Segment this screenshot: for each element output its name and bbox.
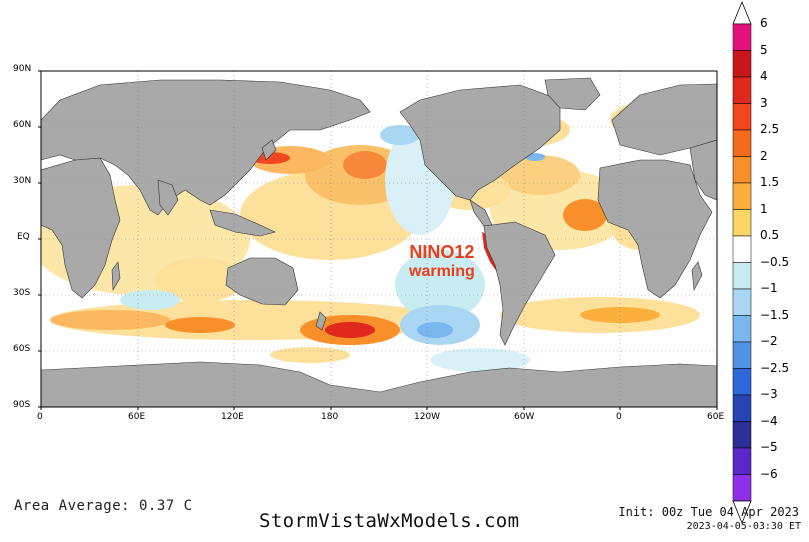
colorbar-label: 1 bbox=[760, 201, 768, 216]
colorbar bbox=[732, 0, 752, 525]
colorbar-swatch bbox=[732, 103, 752, 131]
lat-lon-grid bbox=[41, 71, 717, 407]
colorbar-swatch bbox=[732, 235, 752, 263]
lon-label-120e: 120E bbox=[221, 412, 244, 422]
colorbar-swatch bbox=[732, 447, 752, 475]
lon-label-60e: 60E bbox=[128, 412, 146, 422]
colorbar-label: −0.5 bbox=[760, 254, 790, 269]
lat-label-30n: 30N bbox=[13, 176, 32, 186]
colorbar-label: 5 bbox=[760, 42, 768, 57]
valid-time-text: 2023-04-05-03:30 ET bbox=[686, 521, 801, 532]
cool-anomaly-fields bbox=[120, 125, 545, 372]
colorbar-swatch bbox=[732, 288, 752, 316]
colorbar-label: −6 bbox=[760, 466, 778, 481]
lon-label-60w: 60W bbox=[514, 412, 535, 422]
colorbar-swatch bbox=[732, 50, 752, 78]
colorbar-swatch bbox=[732, 129, 752, 157]
colorbar-swatch bbox=[732, 341, 752, 369]
lon-label-0: 0 bbox=[37, 412, 43, 422]
colorbar-swatch bbox=[732, 394, 752, 422]
colorbar-bottom-arrow bbox=[732, 500, 752, 525]
colorbar-label: −1.5 bbox=[760, 307, 790, 322]
init-time-text: Init: 00z Tue 04 Apr 2023 bbox=[618, 505, 799, 519]
colorbar-swatch bbox=[732, 76, 752, 104]
axis-ticks bbox=[38, 70, 718, 410]
colorbar-swatch bbox=[732, 421, 752, 449]
colorbar-swatch bbox=[732, 262, 752, 290]
area-average-text: Area Average: 0.37 C bbox=[14, 498, 193, 514]
lon-label-180: 180 bbox=[321, 412, 339, 422]
colorbar-swatch bbox=[732, 23, 752, 51]
colorbar-label: 3 bbox=[760, 95, 768, 110]
colorbar-label: 2.5 bbox=[760, 122, 780, 136]
lat-label-60n: 60N bbox=[13, 120, 32, 130]
nino12-annotation: NINO12 warming bbox=[409, 242, 475, 280]
colorbar-swatch bbox=[732, 315, 752, 343]
colorbar-label: 1.5 bbox=[760, 175, 780, 189]
colorbar-label: 2 bbox=[760, 148, 768, 163]
colorbar-label: −2.5 bbox=[760, 360, 790, 375]
lat-label-90s: 90S bbox=[13, 400, 31, 410]
colorbar-swatch bbox=[732, 156, 752, 184]
colorbar-label: 4 bbox=[760, 69, 768, 83]
lat-label-60s: 60S bbox=[13, 344, 31, 354]
colorbar-label: −3 bbox=[760, 387, 778, 401]
continents bbox=[41, 77, 717, 346]
lat-label-eq: EQ bbox=[17, 232, 30, 242]
colorbar-label: 0.5 bbox=[760, 228, 780, 242]
colorbar-label: −1 bbox=[760, 281, 778, 295]
brand-watermark: StormVistaWxModels.com bbox=[259, 510, 520, 532]
colorbar-swatch bbox=[732, 209, 752, 237]
colorbar-label: −5 bbox=[760, 440, 778, 454]
annotation-line-1: NINO12 bbox=[409, 242, 475, 262]
colorbar-top-arrow bbox=[732, 0, 752, 25]
lat-label-30s: 30S bbox=[13, 288, 31, 298]
colorbar-label: −4 bbox=[760, 413, 778, 428]
antarctica-landmass bbox=[41, 361, 717, 407]
lon-label-120w: 120W bbox=[414, 412, 441, 422]
colorbar-label: −2 bbox=[760, 334, 778, 348]
colorbar-swatch bbox=[732, 368, 752, 396]
colorbar-swatch bbox=[732, 182, 752, 210]
annotation-line-2: warming bbox=[409, 262, 475, 280]
colorbar-label: 6 bbox=[760, 16, 768, 30]
lon-label-0-right: 0 bbox=[616, 412, 622, 422]
lon-label-60e-right: 60E bbox=[707, 412, 725, 422]
lat-label-90n: 90N bbox=[13, 64, 32, 74]
colorbar-swatch bbox=[732, 474, 752, 502]
